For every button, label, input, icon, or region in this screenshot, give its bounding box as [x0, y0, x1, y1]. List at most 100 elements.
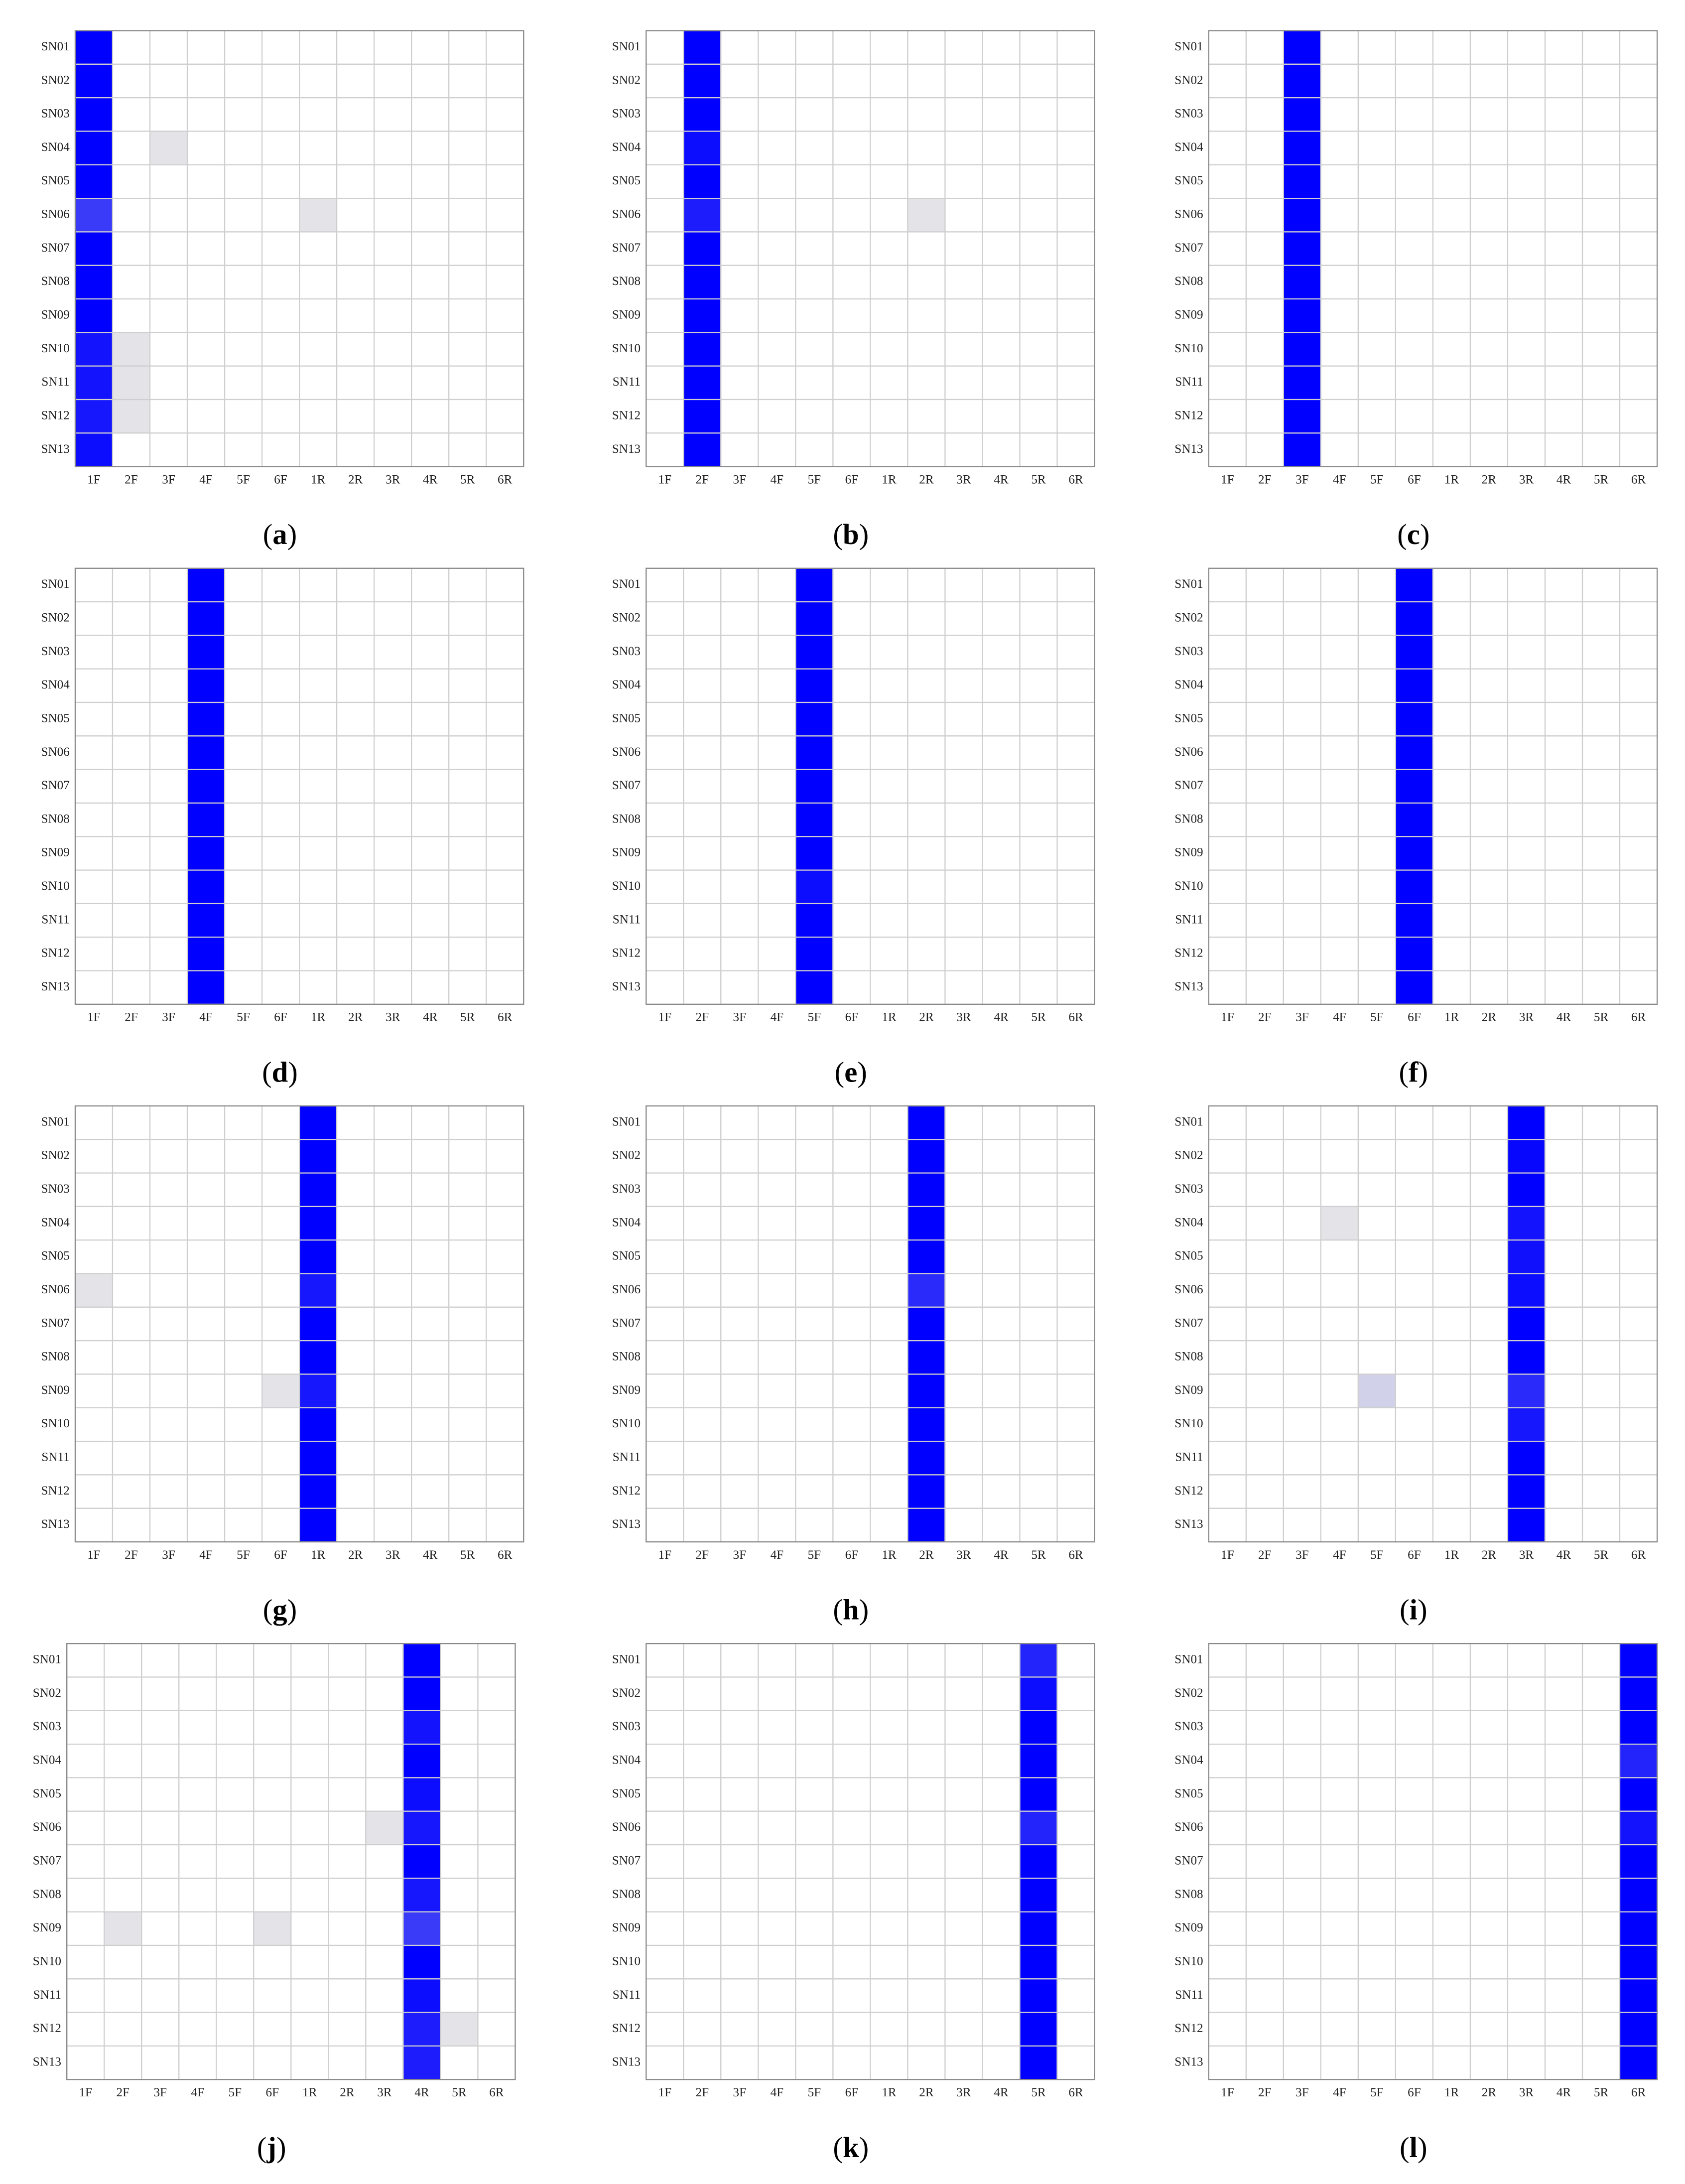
- x-tick-label: 6R: [1631, 1548, 1646, 1562]
- heatmap-cell: [374, 802, 412, 837]
- heatmap-cell: [261, 937, 300, 971]
- x-tick-label: 4R: [994, 2086, 1009, 2099]
- heatmap-cell: [448, 63, 487, 99]
- heatmap-cell: [1208, 668, 1247, 703]
- heatmap-cell: [720, 937, 759, 971]
- heatmap-cell: [149, 1172, 188, 1208]
- heatmap-cell: [486, 1206, 524, 1241]
- x-tick-label: 3R: [956, 1011, 971, 1024]
- heatmap-cell: [1320, 601, 1359, 636]
- heatmap-cell: [832, 231, 871, 266]
- heatmap-cell: [683, 231, 722, 266]
- heatmap-cell: [907, 1340, 946, 1375]
- heatmap-cell: [982, 30, 1021, 65]
- y-tick-label: SN11: [41, 913, 69, 926]
- heatmap-cell: [216, 1676, 255, 1711]
- heatmap-cell: [1056, 1944, 1095, 1980]
- y-tick-label: SN02: [612, 611, 641, 625]
- heatmap-cell: [224, 1273, 263, 1308]
- x-tick-label: 6F: [274, 1011, 287, 1024]
- heatmap-cell: [298, 970, 338, 1005]
- heatmap-cell: [486, 97, 524, 132]
- heatmap-cell: [104, 1911, 142, 1946]
- x-tick-label: 1R: [882, 2086, 897, 2099]
- heatmap-cell: [982, 131, 1021, 165]
- heatmap-cell: [1432, 1273, 1471, 1308]
- heatmap-cell: [1245, 1710, 1284, 1745]
- heatmap-cell: [448, 869, 487, 905]
- heatmap-cell: [1507, 1273, 1546, 1308]
- heatmap-cell: [1283, 1878, 1321, 1912]
- heatmap-cell: [448, 1474, 487, 1509]
- heatmap-cell: [1395, 1474, 1434, 1509]
- heatmap-cell: [758, 1340, 796, 1375]
- heatmap-cell: [402, 2045, 441, 2080]
- heatmap-cell: [1581, 701, 1621, 737]
- heatmap-cell: [1019, 1911, 1058, 1946]
- heatmap-cell: [720, 231, 759, 266]
- heatmap-cell: [1056, 399, 1095, 434]
- heatmap-cell: [112, 567, 151, 603]
- heatmap-cell: [1283, 1239, 1321, 1274]
- heatmap-cell: [870, 1105, 908, 1140]
- heatmap-cell: [982, 2045, 1021, 2080]
- heatmap-cell: [982, 2012, 1021, 2047]
- heatmap-cell: [1469, 601, 1509, 636]
- y-tick-label: SN03: [612, 1720, 641, 1733]
- heatmap-cell: [486, 365, 524, 401]
- y-tick-label: SN13: [612, 1517, 641, 1531]
- heatmap-cell: [298, 836, 338, 871]
- heatmap-cell: [1283, 1676, 1321, 1711]
- heatmap-cell: [186, 399, 226, 434]
- x-tick-label: 1F: [1221, 1548, 1234, 1562]
- heatmap-cell: [683, 1239, 722, 1274]
- heatmap-cell: [1357, 1507, 1397, 1543]
- heatmap-cell: [1056, 198, 1095, 233]
- heatmap-cell: [74, 164, 114, 199]
- heatmap-cell: [374, 399, 412, 434]
- heatmap-cell: [186, 1239, 226, 1274]
- heatmap-cell: [298, 1306, 338, 1342]
- heatmap-cell: [374, 1373, 412, 1408]
- heatmap-cell: [1395, 635, 1434, 670]
- heatmap-cell: [982, 970, 1021, 1005]
- heatmap-cell: [683, 198, 722, 233]
- heatmap-cell: [1357, 1239, 1397, 1274]
- x-tick-label: 6R: [498, 1548, 513, 1562]
- y-tick-label: SN03: [1174, 1720, 1203, 1733]
- heatmap-cell: [1283, 365, 1321, 401]
- heatmap-cell: [870, 1440, 908, 1476]
- heatmap-cell: [1208, 332, 1247, 367]
- heatmap-cell: [1395, 701, 1434, 737]
- y-tick-label: SN11: [613, 1451, 641, 1464]
- heatmap-cell: [1507, 970, 1546, 1005]
- heatmap-cell: [477, 1911, 516, 1946]
- heatmap-cell: [1581, 365, 1621, 401]
- heatmap-cell: [336, 635, 375, 670]
- x-tick-label: 6R: [1631, 1011, 1646, 1024]
- heatmap-cell: [1507, 1139, 1546, 1174]
- heatmap-cell: [112, 903, 151, 938]
- y-tick-label: SN09: [612, 846, 641, 859]
- heatmap-cell: [646, 432, 684, 467]
- heatmap-cell: [1469, 332, 1509, 367]
- heatmap-cell: [907, 63, 946, 99]
- heatmap-cell: [186, 701, 226, 737]
- y-tick-label: SN02: [612, 1686, 641, 1700]
- y-tick-label: SN11: [1175, 375, 1203, 389]
- heatmap-cell: [683, 1474, 722, 1509]
- heatmap-cell: [1208, 1978, 1247, 2013]
- heatmap-cell: [336, 567, 375, 603]
- heatmap-cell: [870, 1978, 908, 2013]
- y-tick-label: SN07: [1174, 779, 1203, 792]
- heatmap-cell: [1357, 903, 1397, 938]
- x-tick-label: 3F: [1296, 1548, 1309, 1562]
- heatmap-cell: [795, 1743, 834, 1778]
- heatmap-cell: [178, 2045, 217, 2080]
- heatmap-cell: [1019, 567, 1058, 603]
- heatmap-cell: [870, 567, 908, 603]
- heatmap-cell: [1469, 131, 1509, 165]
- heatmap-cell: [448, 701, 487, 737]
- x-tick-label: 3F: [733, 2086, 747, 2099]
